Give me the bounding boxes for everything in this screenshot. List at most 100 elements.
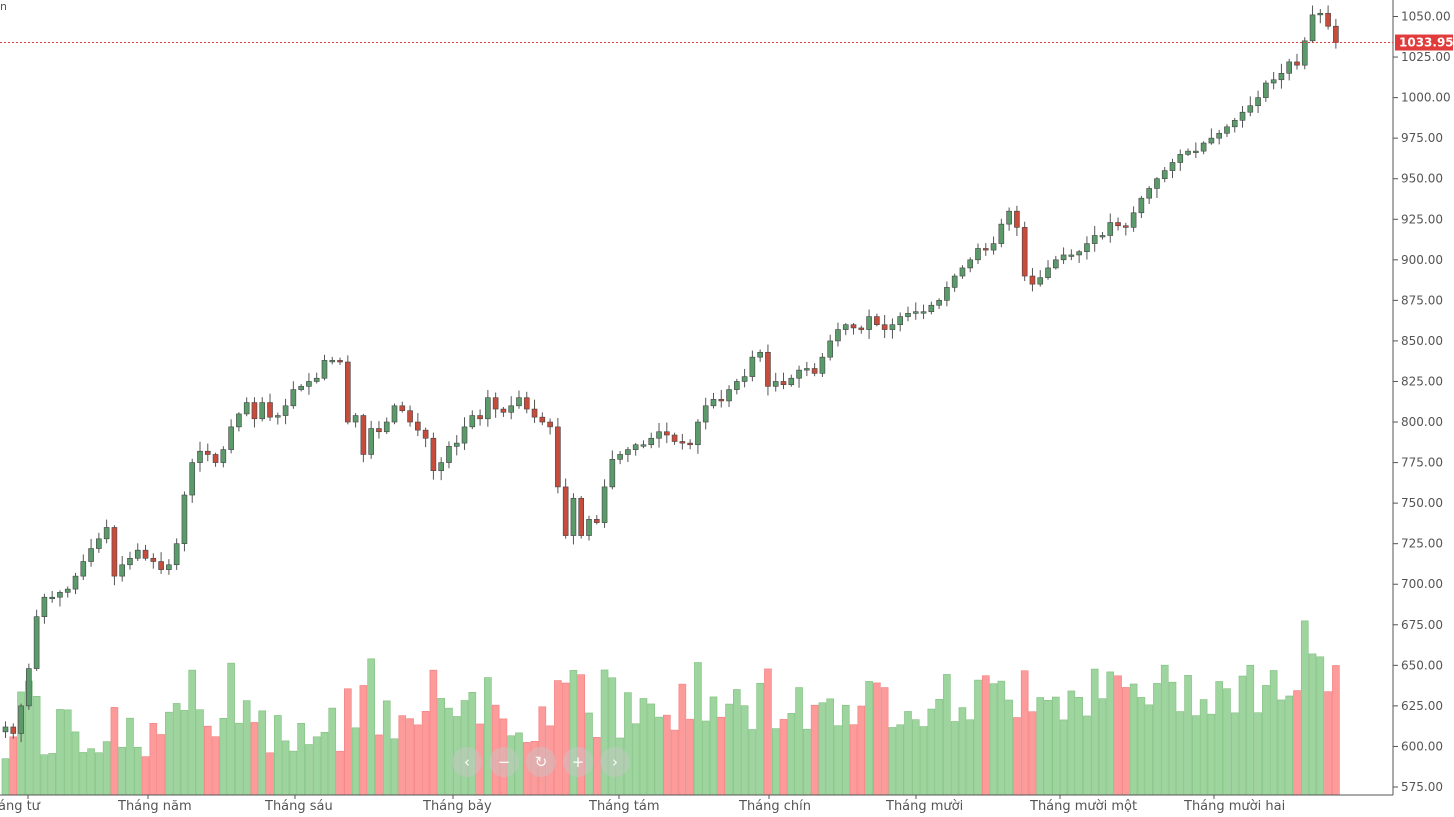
volume-bar	[756, 682, 764, 796]
candle-body	[446, 446, 452, 463]
candle-body	[625, 449, 631, 455]
volume-bar	[468, 692, 477, 796]
candle-body	[383, 421, 390, 433]
volume-bar	[1300, 620, 1309, 796]
candle-body	[757, 351, 763, 358]
volume-bar	[1044, 699, 1052, 796]
volume-bar	[880, 687, 889, 796]
volume-bar	[1269, 670, 1278, 796]
volume-bar	[694, 662, 702, 796]
candle-body	[679, 441, 686, 444]
volume-bar	[266, 752, 274, 796]
candle-body	[1177, 154, 1184, 163]
candle-body	[866, 316, 872, 330]
candle-body	[920, 311, 927, 314]
candle-body	[982, 248, 989, 251]
candle-body	[329, 360, 336, 363]
candle-body	[236, 413, 242, 428]
volume-bar	[803, 728, 811, 796]
chevron-left-icon: ‹	[464, 753, 470, 771]
volume-bar	[250, 722, 259, 796]
volume-bar	[63, 709, 72, 796]
candle-body	[858, 327, 865, 330]
candle-body	[282, 405, 289, 416]
volume-bar	[165, 711, 173, 796]
volume-bar	[935, 699, 943, 796]
candle-body	[399, 405, 406, 411]
volume-bar	[211, 736, 220, 796]
volume-bar	[1230, 712, 1239, 796]
volume-bar	[133, 746, 142, 796]
candle-body	[1247, 105, 1254, 113]
y-tick-label: 775.00	[1401, 456, 1443, 470]
candle-body	[1138, 197, 1145, 214]
candle-body	[819, 356, 826, 374]
volume-bar	[40, 754, 49, 796]
volume-bar	[639, 698, 648, 796]
volume-bar	[1176, 711, 1185, 796]
volume-bar	[227, 662, 235, 796]
volume-bar	[1160, 664, 1169, 796]
candle-body	[220, 449, 227, 463]
y-tick-label: 700.00	[1401, 577, 1443, 591]
candle-body	[251, 402, 258, 420]
volume-bar	[312, 736, 321, 796]
candle-body	[835, 329, 841, 342]
month-label: áng tư	[0, 799, 41, 814]
volume-bar	[32, 696, 41, 796]
candle-body	[298, 386, 304, 390]
volume-bar	[157, 734, 165, 796]
candle-body	[508, 405, 515, 413]
candle-body	[1021, 227, 1028, 277]
candle-body	[601, 486, 608, 523]
scroll-left-button[interactable]: ‹	[452, 747, 482, 777]
y-tick-label: 625.00	[1401, 699, 1443, 713]
candle-body	[274, 415, 281, 418]
candle-body	[749, 356, 756, 377]
candle-body	[477, 415, 483, 420]
zoom-in-button[interactable]: +	[563, 747, 593, 777]
volume-bar	[1262, 685, 1270, 796]
candle-body	[415, 421, 421, 431]
volume-bar	[351, 727, 360, 796]
candle-body	[741, 376, 748, 382]
volume-bar	[841, 704, 850, 796]
volume-bar	[1332, 665, 1340, 796]
month-label: Tháng mười một	[1029, 799, 1137, 814]
candle-body	[368, 428, 374, 455]
candle-body	[1006, 210, 1012, 225]
volume-bar	[857, 705, 866, 796]
candle-body	[1193, 150, 1199, 153]
candle-body	[150, 557, 157, 562]
volume-bar	[1215, 681, 1223, 796]
scroll-right-button[interactable]: ›	[600, 747, 630, 777]
candle-body	[103, 527, 110, 540]
candle-body	[1255, 97, 1261, 107]
candle-body	[1278, 72, 1285, 81]
volume-bar	[406, 718, 414, 796]
candle-body	[290, 389, 297, 407]
volume-bar	[764, 668, 772, 796]
y-tick-label: 950.00	[1401, 172, 1443, 186]
zoom-out-button[interactable]: −	[489, 747, 519, 777]
candle-body	[352, 415, 359, 423]
month-label: Tháng tám	[588, 799, 660, 814]
volume-bar	[1316, 656, 1325, 796]
y-tick-label: 1050.00	[1401, 10, 1451, 24]
volume-bar	[709, 696, 718, 796]
month-label: Tháng sáu	[264, 799, 333, 814]
candle-body	[2, 726, 9, 733]
volume-bar	[95, 752, 103, 796]
candle-body	[1045, 267, 1051, 278]
volume-bar	[1324, 691, 1332, 796]
candle-body	[337, 360, 343, 363]
candle-body	[936, 300, 942, 306]
reset-button[interactable]: ↻	[526, 747, 556, 777]
candle-body	[718, 399, 725, 402]
volume-bar	[1, 758, 10, 796]
volume-bar	[1207, 713, 1216, 796]
candle-body	[1239, 111, 1246, 121]
volume-bar	[297, 723, 305, 796]
candle-body	[998, 223, 1005, 244]
